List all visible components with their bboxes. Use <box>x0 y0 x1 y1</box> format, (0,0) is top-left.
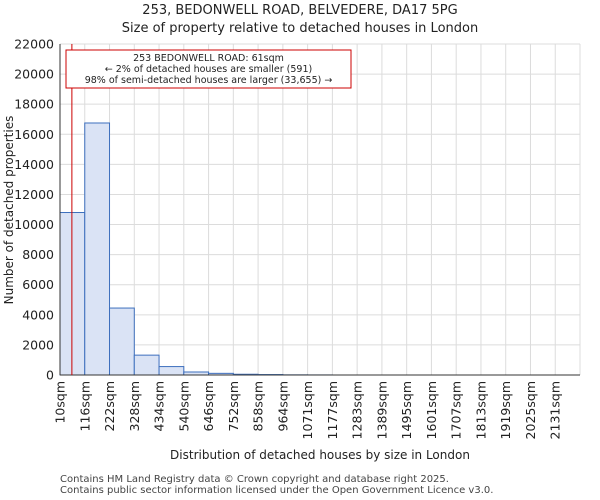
footer-line-1: Contains HM Land Registry data © Crown c… <box>60 474 449 485</box>
annotation-line-3: 98% of semi-detached houses are larger (… <box>85 75 333 86</box>
bars <box>59 122 333 376</box>
x-tick-label: 1495sqm <box>399 381 414 439</box>
y-tick-label: 2000 <box>22 337 54 352</box>
x-tick-label: 1177sqm <box>325 381 340 439</box>
bar-222sqm <box>109 307 135 376</box>
x-tick-label: 752sqm <box>226 381 241 431</box>
y-tick-label: 20000 <box>14 67 54 82</box>
x-tick-label: 2025sqm <box>523 381 538 439</box>
bar-328sqm <box>133 354 160 376</box>
y-tick-labels: 0 2000 4000 6000 8000 10000 12000 14000 16000 180… <box>14 37 54 383</box>
x-tick-label: 1071sqm <box>300 381 315 439</box>
x-tick-label: 222sqm <box>102 381 117 431</box>
y-tick-label: 14000 <box>14 157 54 172</box>
y-tick-label: 8000 <box>22 247 54 262</box>
bar-116sqm <box>84 122 111 376</box>
x-tick-label: 116sqm <box>77 381 92 431</box>
chart-subtitle: Size of property relative to detached ho… <box>121 21 479 36</box>
x-tick-label: 1389sqm <box>374 381 389 439</box>
annotation-line-2: ← 2% of detached houses are smaller (591… <box>105 64 312 75</box>
x-tick-label: 1813sqm <box>473 381 488 439</box>
grid <box>59 43 581 376</box>
x-tick-labels: 10sqm 116sqm 222sqm 328sqm 434sqm 540sqm 646sq… <box>53 381 563 439</box>
annotation-line-1: 253 BEDONWELL ROAD: 61sqm <box>133 53 284 64</box>
footer-line-2: Contains public sector information licen… <box>60 485 494 496</box>
x-tick-label: 540sqm <box>176 381 191 431</box>
y-tick-label: 10000 <box>14 217 54 232</box>
x-tick-label: 1919sqm <box>498 381 513 439</box>
x-tick-label: 1707sqm <box>449 381 464 439</box>
axes <box>59 44 580 376</box>
histogram-chart: 0 2000 4000 6000 8000 10000 12000 14000 16000 180… <box>2 37 581 462</box>
y-tick-label: 4000 <box>22 307 54 322</box>
y-tick-label: 0 <box>46 368 54 383</box>
x-tick-label: 964sqm <box>275 381 290 431</box>
y-tick-label: 6000 <box>22 277 54 292</box>
bar-434sqm <box>158 366 185 376</box>
annotation-box <box>65 49 352 89</box>
y-axis-label: Number of detached properties <box>2 116 16 305</box>
y-tick-label: 16000 <box>14 127 54 142</box>
x-tick-label: 646sqm <box>201 381 216 431</box>
property-marker: 253 BEDONWELL ROAD: 61sqm← 2% of detache… <box>65 44 352 375</box>
x-tick-label: 1601sqm <box>424 381 439 439</box>
y-tick-label: 18000 <box>14 97 54 112</box>
y-tick-label: 12000 <box>14 187 54 202</box>
x-axis-label: Distribution of detached houses by size … <box>170 448 470 462</box>
x-tick-label: 434sqm <box>152 381 167 431</box>
y-tick-label: 22000 <box>14 37 54 52</box>
x-tick-label: 328sqm <box>127 381 142 431</box>
chart-title: 253, BEDONWELL ROAD, BELVEDERE, DA17 5PG <box>142 3 458 18</box>
x-tick-label: 2131sqm <box>548 381 563 439</box>
x-tick-label: 858sqm <box>251 381 266 431</box>
x-tick-label: 10sqm <box>53 381 68 424</box>
x-tick-label: 1283sqm <box>350 381 365 439</box>
